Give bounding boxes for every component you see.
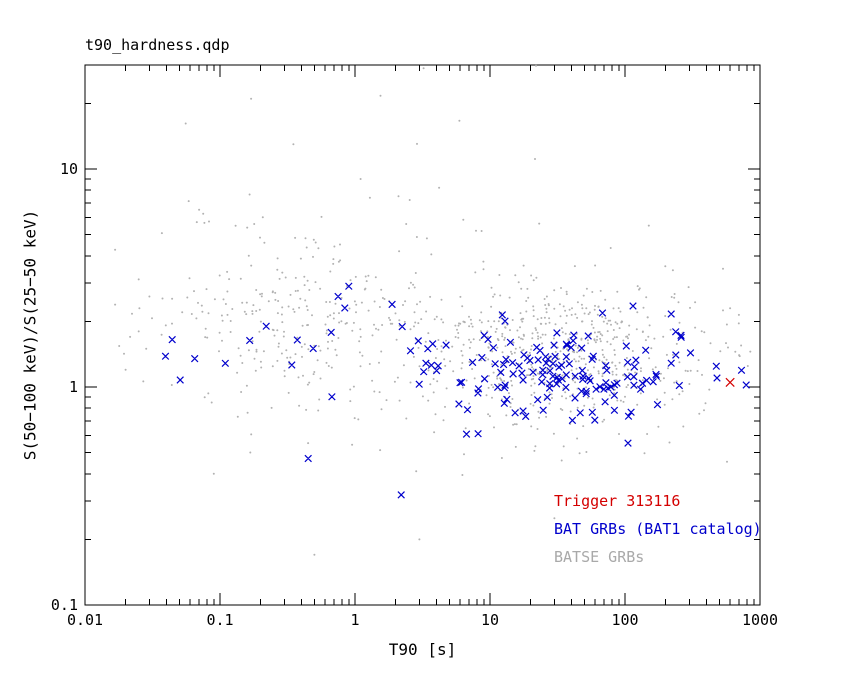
x-axis-label: T90 [s] (388, 640, 457, 659)
axis-ticks (84, 65, 761, 606)
y-tick-label: 1 (69, 378, 78, 396)
legend-item-bat: BAT GRBs (BAT1 catalog) (554, 520, 762, 538)
y-tick-label: 10 (60, 160, 78, 178)
y-axis-label: S(50−100 keV)/S(25−50 keV) (20, 209, 40, 461)
legend-item-batse: BATSE GRBs (554, 548, 645, 566)
data-points (114, 64, 752, 556)
x-tick-label: 1 (350, 611, 359, 629)
trigger-313116-points (725, 377, 735, 388)
plot-frame (84, 64, 761, 606)
x-tick-label: 100 (611, 611, 638, 629)
legend: Trigger 313116 BAT GRBs (BAT1 catalog) B… (554, 492, 762, 576)
page-title: t90_hardness.qdp (85, 36, 230, 54)
x-tick-label: 1000 (742, 611, 778, 629)
legend-item-trigger: Trigger 313116 (554, 492, 681, 510)
batse-grbs-points (114, 64, 752, 556)
x-tick-label: 10 (481, 611, 499, 629)
y-tick-label: 0.1 (51, 596, 78, 614)
bat-grbs-bat1-catalog-points (161, 282, 750, 499)
x-tick-label: 0.01 (67, 611, 103, 629)
x-tick-label: 0.1 (206, 611, 233, 629)
